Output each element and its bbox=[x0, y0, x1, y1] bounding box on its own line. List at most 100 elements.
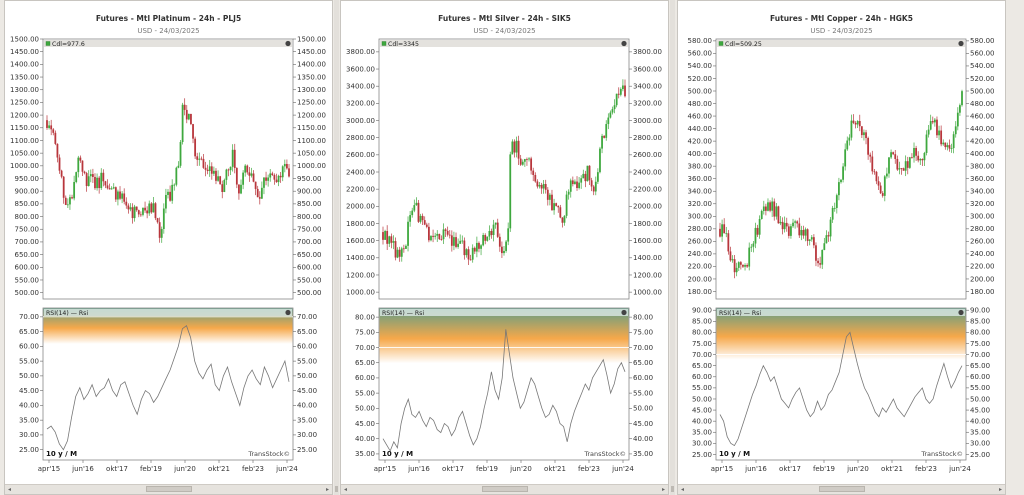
horizontal-scrollbar[interactable]: ◂ ▸ bbox=[678, 484, 1005, 494]
candle bbox=[215, 168, 217, 185]
scroll-right-icon[interactable]: ▸ bbox=[325, 486, 329, 493]
candle bbox=[69, 194, 71, 210]
price-pane[interactable] bbox=[42, 38, 294, 300]
candle bbox=[496, 218, 499, 239]
candle bbox=[856, 120, 859, 129]
price-pane[interactable] bbox=[715, 38, 967, 300]
candle bbox=[546, 187, 549, 206]
close-icon[interactable] bbox=[958, 309, 964, 316]
candle-body bbox=[576, 181, 578, 189]
close-icon[interactable] bbox=[958, 40, 964, 47]
candle bbox=[829, 216, 832, 242]
price-legend[interactable]: Cdl=509.25 bbox=[717, 40, 965, 48]
candle bbox=[769, 200, 771, 213]
scroll-thumb[interactable] bbox=[146, 486, 192, 492]
rsi-tick-label-left: 75.00 bbox=[355, 329, 375, 337]
close-icon[interactable] bbox=[285, 40, 291, 47]
price-pane[interactable] bbox=[378, 38, 630, 300]
candle-body bbox=[940, 130, 943, 145]
candle-body bbox=[215, 170, 217, 181]
candle bbox=[557, 205, 560, 213]
candle-body bbox=[288, 168, 290, 177]
scroll-thumb[interactable] bbox=[819, 486, 865, 492]
scroll-right-icon[interactable]: ▸ bbox=[661, 486, 665, 493]
chart-title: Futures - Mtl Copper - 24h - HGK5 bbox=[770, 14, 913, 23]
candle-body bbox=[121, 193, 124, 199]
y-tick-label-left: 3800.00 bbox=[346, 48, 375, 56]
candle-body bbox=[394, 241, 397, 258]
candle bbox=[719, 222, 721, 238]
rsi-tick-label-right: 60.00 bbox=[297, 343, 317, 351]
price-legend[interactable]: Cdl=977.6 bbox=[44, 40, 292, 48]
price-legend[interactable]: Cdl=3345 bbox=[380, 40, 628, 48]
candle bbox=[835, 193, 838, 214]
candle-body bbox=[927, 129, 930, 135]
silver-chart[interactable]: 1000.00 1000.00 1200.00 1200.00 1400.00 1400.… bbox=[341, 37, 670, 473]
candle bbox=[498, 233, 501, 252]
splitter-handle[interactable] bbox=[671, 486, 674, 492]
close-icon[interactable] bbox=[621, 309, 627, 316]
silver-panel: Futures - Mtl Silver - 24h - SIK5 USD - … bbox=[340, 0, 669, 495]
candle-body bbox=[952, 134, 955, 149]
candle bbox=[394, 237, 397, 261]
horizontal-scrollbar[interactable]: ◂ ▸ bbox=[341, 484, 668, 494]
candle-body bbox=[267, 177, 270, 181]
candle bbox=[906, 156, 909, 175]
scroll-thumb[interactable] bbox=[482, 486, 528, 492]
y-tick-label-right: 1150.00 bbox=[297, 124, 326, 132]
splitter-handle[interactable] bbox=[335, 486, 338, 492]
candle-body bbox=[198, 158, 201, 160]
candle bbox=[946, 142, 949, 151]
scroll-right-icon[interactable]: ▸ bbox=[998, 486, 1002, 493]
candle-body bbox=[752, 243, 755, 247]
candle bbox=[954, 121, 957, 138]
candle bbox=[254, 181, 257, 196]
scroll-left-icon[interactable]: ◂ bbox=[7, 486, 11, 493]
candle-body bbox=[273, 175, 276, 180]
candle bbox=[434, 232, 437, 240]
candle bbox=[183, 98, 186, 116]
candle-body bbox=[129, 207, 132, 210]
copper-chart[interactable]: 180.00 180.00 200.00 200.00 220.00 220.00 240.… bbox=[678, 37, 1007, 473]
candle-body bbox=[246, 165, 249, 173]
y-tick-label-left: 2200.00 bbox=[346, 185, 375, 193]
candle bbox=[721, 219, 723, 242]
scroll-left-icon[interactable]: ◂ bbox=[343, 486, 347, 493]
candle bbox=[892, 151, 895, 156]
candle-body bbox=[256, 188, 259, 198]
legend-swatch bbox=[718, 41, 724, 46]
candle bbox=[231, 144, 234, 172]
candle bbox=[66, 198, 69, 208]
candle bbox=[83, 170, 86, 175]
y-tick-label-left: 380.00 bbox=[688, 162, 713, 170]
platinum-chart[interactable]: 500.00 500.00 550.00 550.00 600.00 600.00 650.… bbox=[5, 35, 334, 473]
candle-body bbox=[286, 163, 288, 169]
candle bbox=[511, 139, 514, 155]
candle bbox=[473, 246, 476, 255]
candle bbox=[503, 245, 505, 256]
y-tick-label-right: 700.00 bbox=[297, 238, 322, 246]
candle bbox=[933, 118, 936, 127]
candle-body bbox=[89, 174, 92, 177]
y-tick-label-left: 1400.00 bbox=[10, 61, 39, 69]
candle-body bbox=[181, 104, 184, 143]
scroll-left-icon[interactable]: ◂ bbox=[680, 486, 684, 493]
rsi-tick-label-left: 70.00 bbox=[19, 313, 39, 321]
rsi-legend[interactable]: RSI(14) — Rsi bbox=[44, 309, 292, 317]
y-tick-label-right: 580.00 bbox=[970, 37, 995, 45]
candle bbox=[815, 242, 817, 267]
horizontal-scrollbar[interactable]: ◂ ▸ bbox=[5, 484, 332, 494]
candle bbox=[796, 220, 799, 228]
candle-body bbox=[87, 176, 90, 187]
candle-body bbox=[896, 158, 899, 170]
close-icon[interactable] bbox=[621, 40, 627, 47]
candle bbox=[240, 179, 242, 195]
rsi-tick-label-left: 65.00 bbox=[355, 359, 375, 367]
candle bbox=[833, 202, 836, 212]
close-icon[interactable] bbox=[285, 309, 291, 316]
rsi-legend[interactable]: RSI(14) — Rsi bbox=[717, 309, 965, 317]
y-tick-label-left: 300.00 bbox=[688, 213, 713, 221]
y-tick-label-right: 1050.00 bbox=[297, 149, 326, 157]
candle bbox=[622, 79, 624, 92]
rsi-legend[interactable]: RSI(14) — Rsi bbox=[380, 309, 628, 317]
